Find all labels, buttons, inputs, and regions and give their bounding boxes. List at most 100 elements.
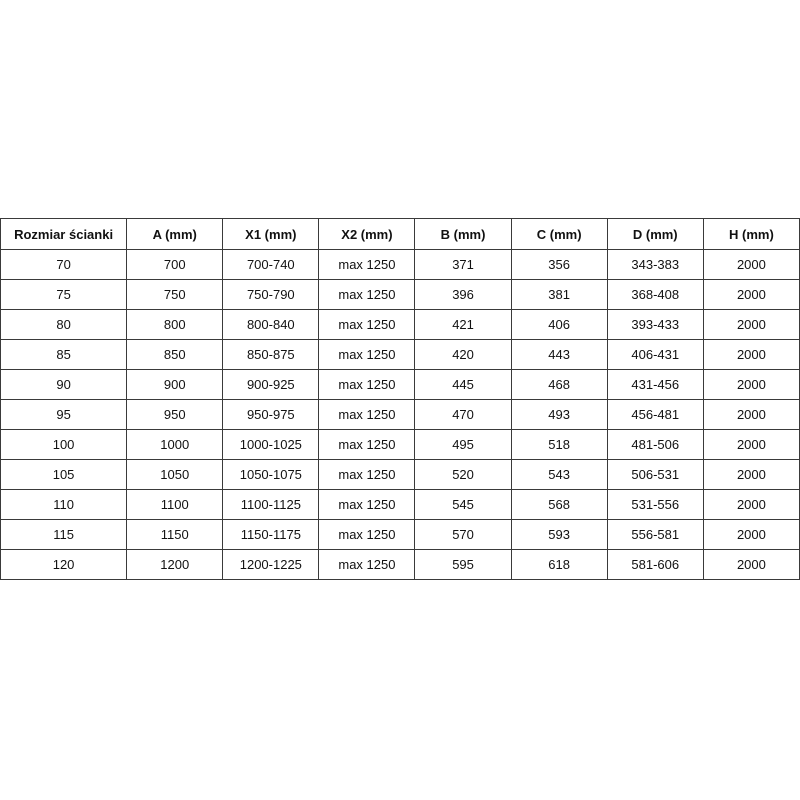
table-row: 105 1050 1050-1075 max 1250 520 543 506-531 200… xyxy=(0,459,800,490)
table-cell: max 1250 xyxy=(318,309,416,340)
table-cell: 368-408 xyxy=(606,279,704,310)
table-cell: 750-790 xyxy=(222,279,320,310)
table-cell: 468 xyxy=(510,369,608,400)
table-cell: 493 xyxy=(510,399,608,430)
table-cell: 70 xyxy=(0,249,128,280)
table-cell: 1200-1225 xyxy=(222,549,320,580)
table-cell: 421 xyxy=(414,309,512,340)
table-cell: max 1250 xyxy=(318,429,416,460)
table-cell: 120 xyxy=(0,549,128,580)
table-cell: 2000 xyxy=(702,249,800,280)
table-cell: 1150-1175 xyxy=(222,519,320,550)
table-cell: 1000-1025 xyxy=(222,429,320,460)
table-cell: 2000 xyxy=(702,339,800,370)
dimensions-table: Rozmiar ścianki A (mm) X1 (mm) X2 (mm) B (mm… xyxy=(0,218,800,580)
table-cell: 506-531 xyxy=(606,459,704,490)
table-row: 95 950 950-975 max 1250 470 493 456-481 2000 xyxy=(0,399,800,430)
table-cell: 85 xyxy=(0,339,128,370)
table-cell: 800 xyxy=(126,309,224,340)
table-cell: 2000 xyxy=(702,459,800,490)
table-cell: 1100 xyxy=(126,489,224,520)
table-cell: 431-456 xyxy=(606,369,704,400)
table-cell: 800-840 xyxy=(222,309,320,340)
table-cell: 456-481 xyxy=(606,399,704,430)
table-cell: 1100-1125 xyxy=(222,489,320,520)
column-header: C (mm) xyxy=(510,218,608,250)
column-header: Rozmiar ścianki xyxy=(0,218,128,250)
table-cell: 2000 xyxy=(702,279,800,310)
table-cell: 105 xyxy=(0,459,128,490)
table-cell: 2000 xyxy=(702,309,800,340)
table-cell: 2000 xyxy=(702,399,800,430)
table-cell: 420 xyxy=(414,339,512,370)
table-cell: 95 xyxy=(0,399,128,430)
table-cell: 381 xyxy=(510,279,608,310)
table-cell: 443 xyxy=(510,339,608,370)
table-cell: 850 xyxy=(126,339,224,370)
table-cell: 1200 xyxy=(126,549,224,580)
table-cell: 393-433 xyxy=(606,309,704,340)
table-cell: 568 xyxy=(510,489,608,520)
table-cell: max 1250 xyxy=(318,399,416,430)
table-cell: 1050-1075 xyxy=(222,459,320,490)
table-cell: 850-875 xyxy=(222,339,320,370)
table-cell: 950 xyxy=(126,399,224,430)
table-row: 110 1100 1100-1125 max 1250 545 568 531-556 200… xyxy=(0,489,800,520)
table-cell: 581-606 xyxy=(606,549,704,580)
table-cell: 445 xyxy=(414,369,512,400)
table-row: 100 1000 1000-1025 max 1250 495 518 481-506 200… xyxy=(0,429,800,460)
table-row: 75 750 750-790 max 1250 396 381 368-408 2000 xyxy=(0,279,800,310)
table-cell: 80 xyxy=(0,309,128,340)
table-cell: 950-975 xyxy=(222,399,320,430)
table-row: 120 1200 1200-1225 max 1250 595 618 581-606 200… xyxy=(0,549,800,580)
table-cell: 2000 xyxy=(702,429,800,460)
table-row: 115 1150 1150-1175 max 1250 570 593 556-581 200… xyxy=(0,519,800,550)
table-cell: 556-581 xyxy=(606,519,704,550)
table-cell: 406 xyxy=(510,309,608,340)
table-cell: max 1250 xyxy=(318,519,416,550)
column-header: H (mm) xyxy=(702,218,800,250)
table-cell: 396 xyxy=(414,279,512,310)
table-cell: 110 xyxy=(0,489,128,520)
table-cell: 2000 xyxy=(702,549,800,580)
table-cell: 2000 xyxy=(702,519,800,550)
table-cell: 100 xyxy=(0,429,128,460)
table-cell: 2000 xyxy=(702,369,800,400)
table-cell: 481-506 xyxy=(606,429,704,460)
header-row: Rozmiar ścianki A (mm) X1 (mm) X2 (mm) B (mm… xyxy=(0,218,800,250)
table-cell: 595 xyxy=(414,549,512,580)
table-cell: 543 xyxy=(510,459,608,490)
table-cell: 700-740 xyxy=(222,249,320,280)
table-cell: 2000 xyxy=(702,489,800,520)
table-cell: 545 xyxy=(414,489,512,520)
table-cell: 700 xyxy=(126,249,224,280)
column-header: B (mm) xyxy=(414,218,512,250)
table-cell: 90 xyxy=(0,369,128,400)
table-cell: max 1250 xyxy=(318,279,416,310)
table-cell: 406-431 xyxy=(606,339,704,370)
table-cell: 570 xyxy=(414,519,512,550)
table-cell: 343-383 xyxy=(606,249,704,280)
table-row: 90 900 900-925 max 1250 445 468 431-456 2000 xyxy=(0,369,800,400)
table-row: 70 700 700-740 max 1250 371 356 343-383 2000 xyxy=(0,249,800,280)
table-cell: 531-556 xyxy=(606,489,704,520)
table-cell: 593 xyxy=(510,519,608,550)
table-cell: 900-925 xyxy=(222,369,320,400)
table-row: 85 850 850-875 max 1250 420 443 406-431 2000 xyxy=(0,339,800,370)
table-cell: 520 xyxy=(414,459,512,490)
table-cell: 1000 xyxy=(126,429,224,460)
table-cell: 750 xyxy=(126,279,224,310)
table-cell: 618 xyxy=(510,549,608,580)
table-cell: max 1250 xyxy=(318,489,416,520)
table-cell: 356 xyxy=(510,249,608,280)
column-header: A (mm) xyxy=(126,218,224,250)
table-cell: 470 xyxy=(414,399,512,430)
table-cell: 518 xyxy=(510,429,608,460)
table-cell: 371 xyxy=(414,249,512,280)
table-cell: max 1250 xyxy=(318,549,416,580)
table-cell: max 1250 xyxy=(318,369,416,400)
table-cell: 75 xyxy=(0,279,128,310)
table-row: 80 800 800-840 max 1250 421 406 393-433 2000 xyxy=(0,309,800,340)
table-cell: 115 xyxy=(0,519,128,550)
table-cell: 495 xyxy=(414,429,512,460)
